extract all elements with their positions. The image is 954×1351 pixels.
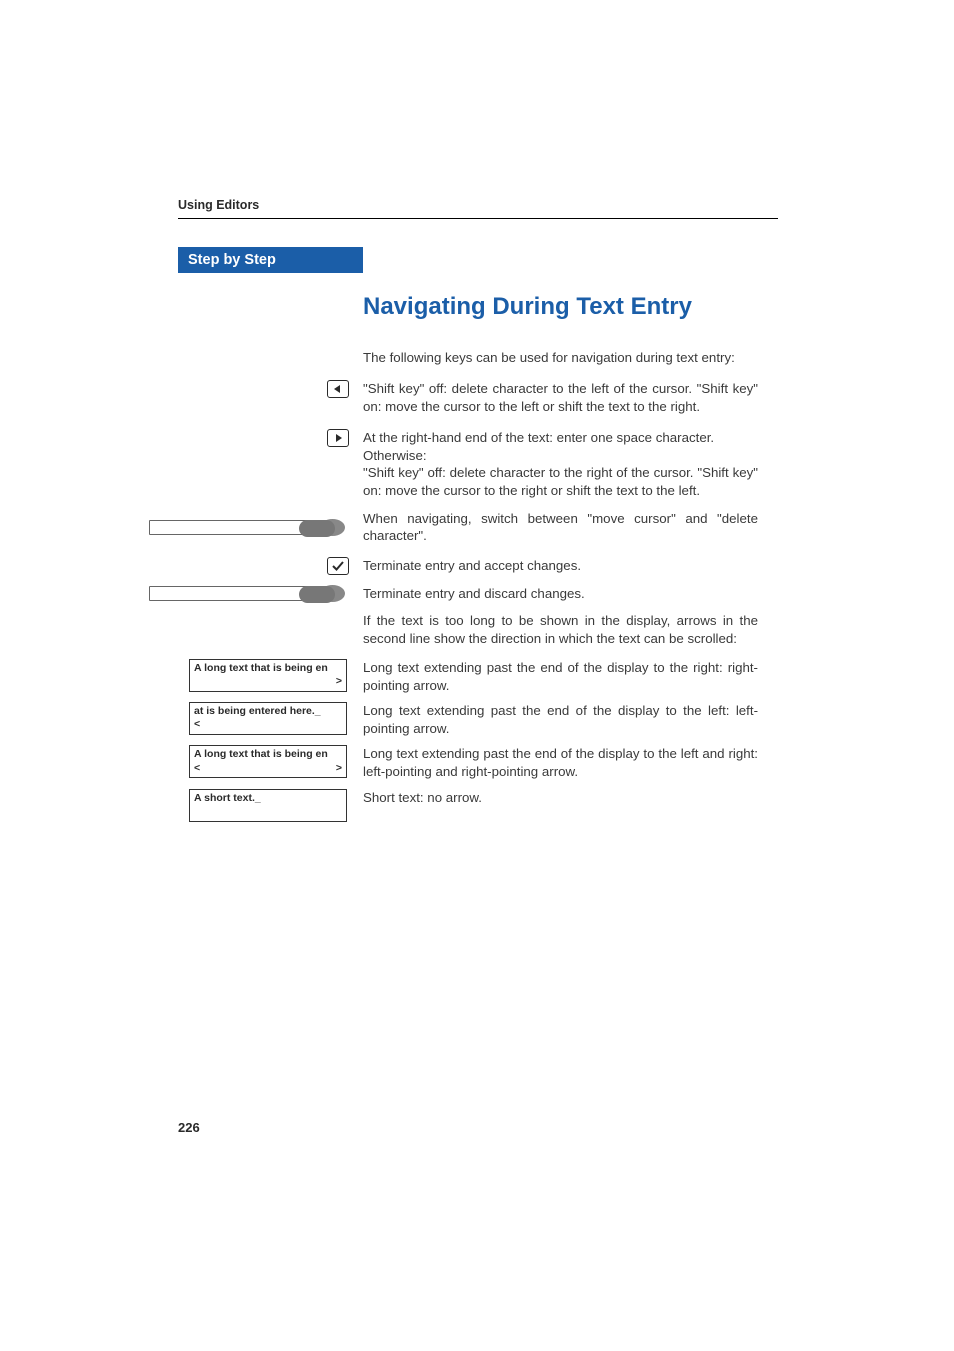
page-number: 226 [178,1120,200,1135]
display2-description: Long text extending past the end of the … [363,702,758,737]
display-arrow-left: < [194,762,200,775]
display-example-left-arrow: at is being entered here._ < [189,702,347,735]
right-arrow-key-icon [327,429,349,447]
display4-description: Short text: no arrow. [363,789,758,807]
left-arrow-key-icon [327,380,349,398]
display-line1: A short text._ [194,792,342,805]
intro-text: The following keys can be used for navig… [363,349,758,367]
display-line1: at is being entered here._ [194,705,342,718]
display-example-short: A short text._ [189,789,347,822]
right-key-description: At the right-hand end of the text: enter… [363,429,758,499]
step-by-step-banner: Step by Step [178,247,363,273]
display-example-both-arrows: A long text that is being en < > [189,745,347,778]
display-line1: A long text that is being en [194,748,342,761]
display-arrow-right: > [336,675,342,688]
display3-description: Long text extending past the end of the … [363,745,758,780]
page-title: Navigating During Text Entry [363,291,758,323]
display-line1: A long text that is being en [194,662,342,675]
slider1-description: When navigating, switch between "move cu… [363,510,758,545]
toggle-slider-icon [149,585,349,602]
display-arrow-right: > [336,762,342,775]
display-arrow-left: < [194,718,200,731]
check-key-description: Terminate entry and accept changes. [363,557,758,575]
toggle-slider-icon [149,519,349,536]
left-key-description: "Shift key" off: delete character to the… [363,380,758,415]
checkmark-key-icon [327,557,349,575]
slider2-description: Terminate entry and discard changes. [363,585,758,603]
display1-description: Long text extending past the end of the … [363,659,758,694]
display-example-right-arrow: A long text that is being en > [189,659,347,692]
document-page: Using Editors Step by Step Navigating Du… [178,198,778,830]
scroll-intro-text: If the text is too long to be shown in t… [363,612,758,647]
running-header: Using Editors [178,198,778,219]
